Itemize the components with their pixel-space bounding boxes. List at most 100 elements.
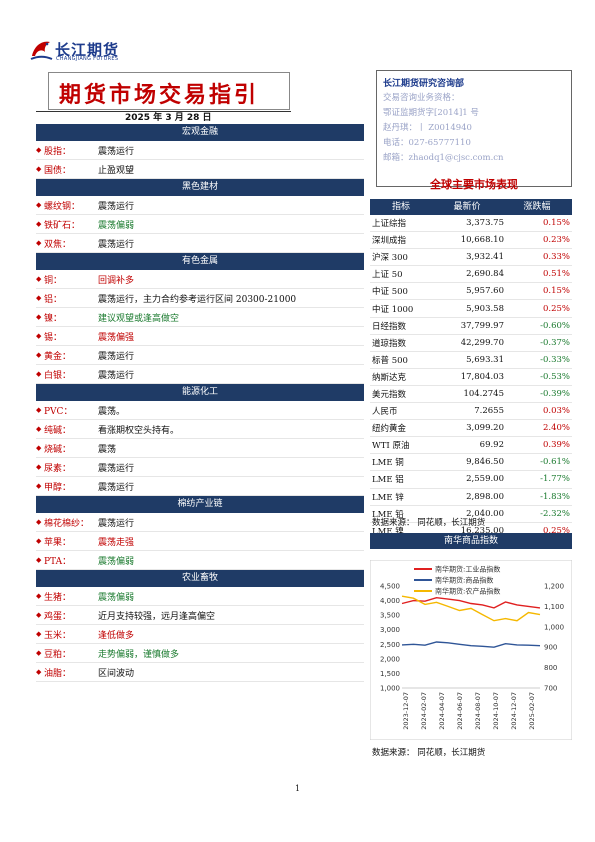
market-row: 美元指数 104.2745 -0.39% — [370, 386, 572, 404]
commodity-name: 尿素： — [44, 463, 72, 474]
brand-name-cn: 长江期货 — [55, 41, 120, 59]
commodity-name: PVC： — [44, 406, 73, 417]
market-indicator: 美元指数 — [372, 389, 407, 400]
commodity-name: 螺纹钢： — [44, 201, 81, 212]
y-left-tick-label: 4,000 — [380, 597, 400, 605]
market-price: 2,898.00 — [466, 491, 504, 502]
commodity-view: 回调补多 — [98, 275, 135, 286]
commodity-view: 震荡运行 — [98, 146, 135, 157]
market-change: 0.03% — [542, 406, 570, 417]
market-indicator: LME 铜 — [372, 458, 404, 469]
market-indicator: 人民币 — [372, 407, 398, 418]
y-left-tick-label: 2,500 — [380, 641, 400, 649]
market-price: 16,235.00 — [460, 525, 504, 536]
commodity-name: 国债： — [44, 165, 72, 176]
section-header: 黑色建材 — [36, 179, 364, 196]
commodity-view: 逢低做多 — [98, 630, 135, 641]
market-change: 0.23% — [542, 235, 570, 246]
x-tick-label: 2023-12-07 — [402, 692, 410, 730]
commodity-view: 建议观望或逢高做空 — [98, 313, 180, 324]
commodity-view: 区间波动 — [98, 668, 135, 679]
commodity-row: ◆ 国债： 止盈观望 — [36, 160, 364, 179]
commodity-view: 震荡运行 — [98, 351, 135, 362]
market-row: LME 铝 2,559.00 -1.77% — [370, 471, 572, 489]
commodity-row: ◆ 烧碱： 震荡 — [36, 439, 364, 458]
market-price: 10,668.10 — [460, 235, 504, 246]
commodity-row: ◆ 棉花棉纱： 震荡运行 — [36, 513, 364, 532]
commodity-name: 鸡蛋： — [44, 611, 72, 622]
commodity-name: 镍： — [44, 313, 63, 324]
market-indicator: 中证 1000 — [372, 304, 414, 315]
diamond-bullet-icon: ◆ — [36, 518, 42, 526]
market-change: 0.51% — [542, 269, 570, 280]
diamond-bullet-icon: ◆ — [36, 556, 42, 564]
commodity-row: ◆ 甲醇： 震荡运行 — [36, 477, 364, 496]
commodity-view: 震荡运行 — [98, 463, 135, 474]
y-right-tick-label: 1,200 — [544, 583, 564, 591]
diamond-bullet-icon: ◆ — [36, 313, 42, 321]
diamond-bullet-icon: ◆ — [36, 351, 42, 359]
commodity-name: 甲醇： — [44, 482, 72, 493]
commodity-row: ◆ 双焦： 震荡运行 — [36, 234, 364, 253]
market-source: 数据来源： 同花顺，长江期货 — [372, 518, 486, 528]
y-left-tick-label: 3,000 — [380, 626, 400, 634]
y-left-tick-label: 1,000 — [380, 685, 400, 693]
commodity-views: 宏观金融 ◆ 股指： 震荡运行 ◆ 国债： 止盈观望 黑色建材 ◆ 螺纹钢： 震荡运行 ◆ 铁矿石： 震荡… — [36, 124, 364, 682]
market-price: 5,957.60 — [466, 286, 504, 297]
commodity-name: 铁矿石： — [44, 220, 81, 231]
market-row: LME 铅 2,040.00 -2.32% — [370, 506, 572, 523]
commodity-row: ◆ 铁矿石： 震荡偏弱 — [36, 215, 364, 234]
chart-frame — [369, 559, 573, 741]
market-change: 0.15% — [542, 218, 570, 229]
market-row: 日经指数 37,799.97 -0.60% — [370, 318, 572, 335]
market-row: LME 锌 2,898.00 -1.83% — [370, 489, 572, 506]
commodity-view: 震荡偏弱 — [98, 556, 135, 567]
market-table: 指标 最新价 涨跌幅 上证综指 3,373.75 0.15% 深圳成指 10,668.1… — [370, 199, 572, 540]
market-change: -0.60% — [540, 320, 570, 331]
commodity-name: 黄金： — [44, 351, 72, 362]
dept-name: 长江期货研究咨询部 — [383, 79, 465, 89]
analyst-email[interactable]: 邮箱：zhaodq1@cjsc.com.cn — [383, 153, 504, 163]
market-change: -0.37% — [540, 337, 570, 348]
y-right-tick-label: 1,000 — [544, 623, 564, 631]
legend-label: 南华期货:农产品指数 — [435, 587, 500, 596]
header-change: 涨跌幅 — [523, 202, 551, 212]
section-header: 能源化工 — [36, 384, 364, 401]
commodity-row: ◆ 苹果： 震荡走强 — [36, 532, 364, 551]
nanhua-source: 数据来源： 同花顺，长江期货 — [372, 748, 486, 758]
section-header: 棉纺产业链 — [36, 496, 364, 513]
x-tick-label: 2024-10-07 — [492, 692, 500, 730]
commodity-row: ◆ 玉米： 逢低做多 — [36, 625, 364, 644]
commodity-row: ◆ 锡： 震荡偏强 — [36, 327, 364, 346]
commodity-view: 震荡运行 — [98, 518, 135, 529]
market-price: 3,373.75 — [466, 218, 504, 229]
market-price: 2,559.00 — [466, 474, 504, 485]
x-tick-label: 2024-08-07 — [474, 692, 482, 730]
x-tick-label: 2024-02-07 — [420, 692, 428, 730]
market-indicator: 日经指数 — [372, 321, 407, 332]
diamond-bullet-icon: ◆ — [36, 630, 42, 638]
analyst-phone: 电话：027-65777110 — [383, 138, 471, 148]
y-right-tick-label: 1,100 — [544, 603, 564, 611]
commodity-view: 止盈观望 — [98, 165, 135, 176]
market-change: -0.33% — [540, 354, 570, 365]
commodity-row: ◆ 镍： 建议观望或逢高做空 — [36, 308, 364, 327]
market-indicator: WTI 原油 — [372, 441, 410, 452]
market-change: 2.40% — [542, 423, 570, 434]
market-row: 上证 50 2,690.84 0.51% — [370, 266, 572, 284]
market-change: -1.83% — [540, 491, 570, 502]
header-price: 最新价 — [453, 202, 481, 212]
market-price: 104.2745 — [463, 388, 504, 399]
diamond-bullet-icon: ◆ — [36, 463, 42, 471]
nanhua-index-chart: 1,000 1,500 2,000 2,500 3,000 3,500 4,000 4,500… — [369, 559, 573, 741]
market-price: 69.92 — [479, 440, 504, 451]
market-row: 标普 500 5,693.31 -0.33% — [370, 352, 572, 369]
market-table-header: 指标 最新价 涨跌幅 — [370, 199, 572, 215]
commodity-name: 铜： — [44, 275, 63, 286]
diamond-bullet-icon: ◆ — [36, 482, 42, 490]
page-number: 1 — [294, 784, 301, 793]
market-change: 0.39% — [542, 440, 570, 451]
commodity-name: 烧碱： — [44, 444, 72, 455]
diamond-bullet-icon: ◆ — [36, 239, 42, 247]
market-change: -2.32% — [540, 508, 570, 519]
